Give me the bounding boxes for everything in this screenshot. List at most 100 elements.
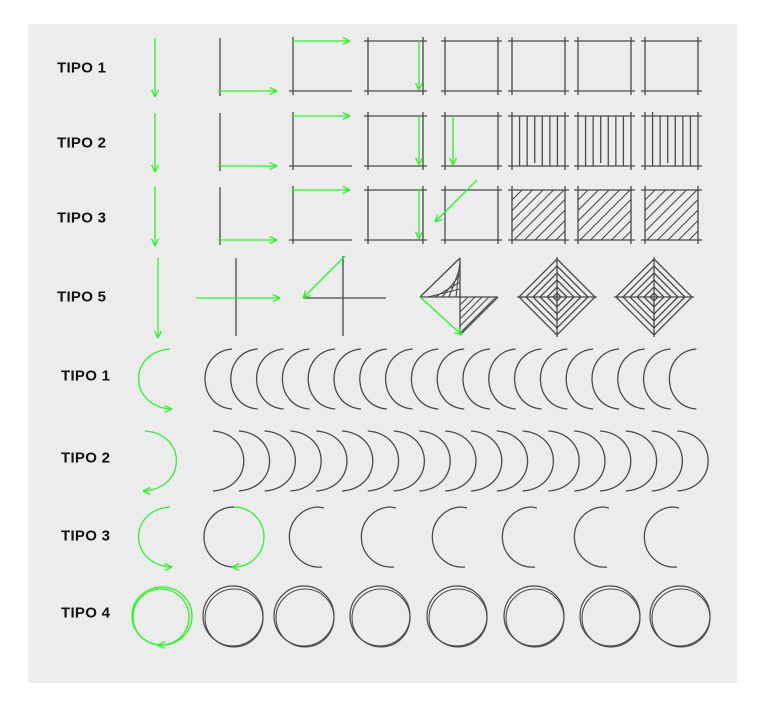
- circle-shape: [360, 506, 397, 568]
- stroke-line: [644, 189, 677, 222]
- left-arc: [359, 348, 387, 410]
- stroke-line: [459, 296, 469, 306]
- drawing-panel: [28, 24, 737, 683]
- stroke-line: [545, 220, 566, 241]
- diamond-ring: [552, 292, 562, 302]
- stroke-line: [150, 164, 156, 173]
- right-arc: [625, 430, 658, 492]
- square-shape: [641, 37, 702, 95]
- left-arc: [617, 348, 645, 410]
- stroke-line: [154, 164, 160, 173]
- direction-arrow: [414, 41, 424, 91]
- left-arc: [307, 348, 336, 410]
- circle-stroke: [360, 506, 395, 568]
- stroke-line: [342, 111, 351, 117]
- stroke-line: [455, 260, 461, 298]
- left-arc: [410, 348, 439, 410]
- diamond-ring: [518, 258, 596, 336]
- stroke-line: [269, 161, 278, 167]
- right-arc: [264, 430, 296, 492]
- circle-overlap: [458, 506, 468, 509]
- circle-stroke: [204, 588, 264, 648]
- stroke-line: [342, 115, 351, 121]
- stroke-line: [302, 294, 311, 299]
- stroke-line: [154, 89, 160, 98]
- diamond-ring: [525, 265, 589, 329]
- diamond-ring: [622, 265, 686, 329]
- stroke-line: [302, 290, 307, 299]
- stroke-line: [342, 189, 351, 195]
- stroke-line: [427, 288, 461, 298]
- direction-arc: [137, 506, 172, 568]
- direction-arc: [137, 348, 172, 410]
- square-shape: [441, 37, 502, 95]
- stroke-line: [419, 296, 463, 336]
- stroke-line: [434, 214, 439, 223]
- stroke-line: [452, 157, 458, 166]
- stroke-line: [621, 230, 632, 241]
- square-sequence-row: [150, 111, 702, 173]
- square-shape: [574, 37, 635, 95]
- stroke-line: [511, 189, 523, 201]
- stroke-line: [414, 82, 420, 91]
- right-arc-row: [142, 430, 709, 496]
- left-arc: [436, 348, 465, 410]
- stroke-line: [458, 327, 463, 336]
- stroke-line: [511, 189, 544, 222]
- circle-overlap: [315, 506, 325, 509]
- direction-arrow: [150, 187, 160, 247]
- circle-overlap: [600, 506, 610, 509]
- stroke-line: [150, 238, 156, 247]
- direction-arrow: [302, 255, 346, 299]
- square-shape: [434, 179, 502, 244]
- circle-shape: [431, 506, 468, 568]
- stroke-line: [555, 230, 566, 241]
- square-shape: [508, 37, 569, 95]
- row-label: TIPO 1: [61, 367, 111, 385]
- left-arc: [642, 348, 671, 410]
- square-shape: [641, 186, 702, 244]
- right-arc: [677, 430, 709, 492]
- circle-stroke: [573, 506, 608, 568]
- stroke-line: [418, 82, 424, 91]
- circle-shape: [649, 585, 711, 648]
- direction-arrow: [448, 116, 458, 166]
- stroke-line: [164, 404, 173, 410]
- stroke-line: [231, 566, 240, 572]
- stroke-line: [418, 157, 424, 166]
- circle-stroke: [643, 506, 678, 568]
- stroke-line: [142, 486, 151, 492]
- stroke-line: [269, 86, 278, 92]
- direction-arrow: [419, 296, 463, 336]
- left-arc-row: [137, 348, 697, 414]
- direction-arrow: [414, 116, 424, 166]
- diamond-shape: [517, 257, 597, 337]
- stroke-line: [231, 562, 240, 568]
- right-arc: [212, 430, 245, 492]
- square-sequence-row: [150, 179, 702, 247]
- square-shape: [574, 186, 635, 244]
- circle-stroke: [581, 588, 641, 648]
- stroke-line: [513, 189, 565, 241]
- left-arc: [539, 348, 568, 410]
- right-arc: [599, 430, 632, 492]
- right-arc: [651, 430, 683, 492]
- row-label: TIPO 5: [57, 288, 107, 306]
- diamond-ring: [629, 272, 679, 322]
- direction-arrow: [150, 38, 160, 98]
- stroke-line: [667, 209, 699, 241]
- right-arc: [367, 430, 400, 492]
- left-arc: [281, 348, 310, 410]
- diamond-ring: [539, 279, 575, 315]
- square-shape: [508, 112, 569, 170]
- stroke-line: [511, 189, 533, 211]
- circle-stroke: [651, 588, 711, 648]
- right-arc: [496, 430, 529, 492]
- stroke-line: [272, 293, 281, 299]
- stroke-line: [644, 189, 656, 201]
- circle-shape: [273, 585, 335, 648]
- stroke-line: [142, 490, 151, 496]
- stroke-line: [577, 189, 589, 201]
- cross-shape: [302, 255, 386, 336]
